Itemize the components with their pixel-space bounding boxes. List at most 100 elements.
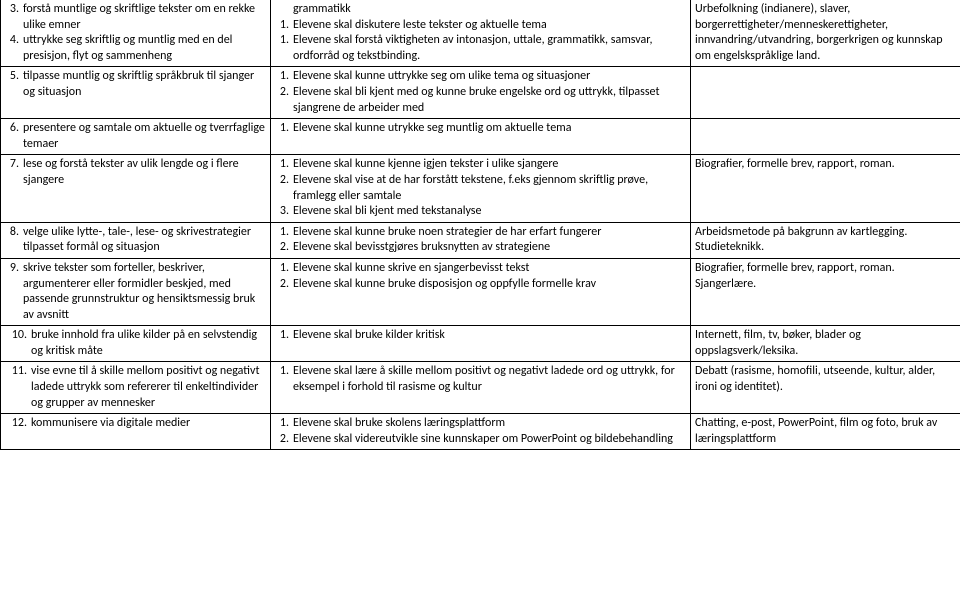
table-row: 10.bruke innhold fra ulike kilder på en … (1, 326, 960, 362)
item-text: Elevene skal bevisstgjøres bruksnytten a… (293, 240, 686, 256)
cell-goal: 9.skrive tekster som forteller, beskrive… (1, 258, 271, 325)
item-text: Elevene skal kunne bruke noen strategier… (293, 225, 686, 241)
item-number: 3. (275, 204, 293, 220)
item-text: Elevene skal diskutere leste tekster og … (293, 18, 686, 34)
list-item: 1.Elevene skal kunne uttrykke seg om uli… (275, 69, 686, 85)
list-item: 1.Elevene skal kunne kjenne igjen tekste… (275, 157, 686, 173)
cell-goal: 5.tilpasse muntlig og skriftlig språkbru… (1, 67, 271, 119)
table-row: 6.presentere og samtale om aktuelle og t… (1, 119, 960, 155)
cell-criteria: 1. Elevene skal bruke kilder kritisk (271, 326, 691, 362)
list-item: 9.skrive tekster som forteller, beskrive… (5, 261, 266, 323)
list-item: 10.bruke innhold fra ulike kilder på en … (5, 328, 266, 359)
cell-topic: Debatt (rasisme, homofili, utseende, kul… (691, 362, 960, 414)
item-number: 2. (275, 277, 293, 293)
item-number: 2. (275, 240, 293, 256)
item-number: 4. (5, 33, 23, 64)
item-text: Elevene skal kunne skrive en sjangerbevi… (293, 261, 686, 277)
item-text: tilpasse muntlig og skriftlig språkbruk … (23, 69, 266, 100)
cell-goal: 12.kommunisere via digitale medier (1, 414, 271, 450)
item-text: vise evne til å skille mellom positivt o… (31, 364, 266, 411)
item-number: 1. (275, 18, 293, 34)
list-item: 1.Elevene skal kunne skrive en sjangerbe… (275, 261, 686, 277)
cell-goal: 7.lese og forstå tekster av ulik lengde … (1, 155, 271, 222)
item-number: 8. (5, 225, 23, 256)
list-item: 2.Elevene skal vise at de har forstått t… (275, 173, 686, 204)
item-text: lese og forstå tekster av ulik lengde og… (23, 157, 266, 188)
item-number: 9. (5, 261, 23, 323)
cell-topic: Biografier, formelle brev, rapport, roma… (691, 258, 960, 325)
cell-goal: 8.velge ulike lytte-, tale-, lese- og sk… (1, 222, 271, 258)
item-text: presentere og samtale om aktuelle og tve… (23, 121, 266, 152)
cell-goal: 11.vise evne til å skille mellom positiv… (1, 362, 271, 414)
item-number: 1. (275, 33, 293, 64)
item-text: Elevene skal forstå viktigheten av inton… (293, 33, 686, 64)
cell-criteria: 1.Elevene skal bruke skolens læringsplat… (271, 414, 691, 450)
item-text: Elevene skal videreutvikle sine kunnskap… (293, 432, 686, 448)
list-item: 3.Elevene skal bli kjent med tekstanalys… (275, 204, 686, 220)
item-text: velge ulike lytte-, tale-, lese- og skri… (23, 225, 266, 256)
list-item: 2.Elevene skal videreutvikle sine kunnsk… (275, 432, 686, 448)
item-text: bruke innhold fra ulike kilder på en sel… (31, 328, 266, 359)
list-item: 1.Elevene skal lære å skille mellom posi… (275, 364, 686, 395)
item-number: 12. (5, 416, 31, 432)
item-number: 6. (5, 121, 23, 152)
cell-criteria: 1.Elevene skal kunne skrive en sjangerbe… (271, 258, 691, 325)
table-row: 7.lese og forstå tekster av ulik lengde … (1, 155, 960, 222)
item-text: Elevene skal lære å skille mellom positi… (293, 364, 686, 395)
item-number: 2. (275, 432, 293, 448)
item-number: 10. (5, 328, 31, 359)
cell-criteria: 1.Elevene skal kunne utrykke seg muntlig… (271, 119, 691, 155)
list-item: 11.vise evne til å skille mellom positiv… (5, 364, 266, 411)
item-number: 1. (275, 261, 293, 277)
item-text: Elevene skal kunne kjenne igjen tekster … (293, 157, 686, 173)
continuation-text: grammatikk (275, 2, 686, 18)
item-number: 2. (275, 173, 293, 204)
list-item: 6.presentere og samtale om aktuelle og t… (5, 121, 266, 152)
list-item: 3.forstå muntlige og skriftlige tekster … (5, 2, 266, 33)
list-item: 1.Elevene skal diskutere leste tekster o… (275, 18, 686, 34)
item-number: 1. (275, 121, 293, 137)
item-number: 1. (275, 364, 293, 395)
item-number: 1. (275, 225, 293, 241)
item-text: Elevene skal bli kjent med tekstanalyse (293, 204, 686, 220)
table-row: 12.kommunisere via digitale medier 1.Elev… (1, 414, 960, 450)
cell-criteria: 1.Elevene skal lære å skille mellom posi… (271, 362, 691, 414)
item-number: 1. (275, 416, 293, 432)
cell-goal: 3.forstå muntlige og skriftlige tekster … (1, 0, 271, 67)
cell-topic: Biografier, formelle brev, rapport, roma… (691, 155, 960, 222)
table-row: 5.tilpasse muntlig og skriftlig språkbru… (1, 67, 960, 119)
list-item: 7.lese og forstå tekster av ulik lengde … (5, 157, 266, 188)
cell-criteria: 1.Elevene skal kunne bruke noen strategi… (271, 222, 691, 258)
item-text: Elevene skal kunne bruke disposisjon og … (293, 277, 686, 293)
list-item: 2.Elevene skal kunne bruke disposisjon o… (275, 277, 686, 293)
table-row: 3.forstå muntlige og skriftlige tekster … (1, 0, 960, 67)
item-text: Elevene skal kunne uttrykke seg om ulike… (293, 69, 686, 85)
list-item: 12.kommunisere via digitale medier (5, 416, 266, 432)
cell-criteria: 1.Elevene skal kunne kjenne igjen tekste… (271, 155, 691, 222)
item-text: kommunisere via digitale medier (31, 416, 266, 432)
item-text: Elevene skal vise at de har forstått tek… (293, 173, 686, 204)
cell-topic: Urbefolkning (indianere), slaver, borger… (691, 0, 960, 67)
list-item: 1.Elevene skal forstå viktigheten av int… (275, 33, 686, 64)
list-item: 4.uttrykke seg skriftlig og muntlig med … (5, 33, 266, 64)
item-number: 7. (5, 157, 23, 188)
item-text: Elevene skal bli kjent med og kunne bruk… (293, 85, 686, 116)
curriculum-table: 3.forstå muntlige og skriftlige tekster … (0, 0, 960, 450)
table-row: 11.vise evne til å skille mellom positiv… (1, 362, 960, 414)
cell-criteria: grammatikk1.Elevene skal diskutere leste… (271, 0, 691, 67)
item-number: 1. (275, 69, 293, 85)
item-number: 3. (5, 2, 23, 33)
item-text: Elevene skal bruke skolens læringsplattf… (293, 416, 686, 432)
cell-topic (691, 67, 960, 119)
table-row: 9.skrive tekster som forteller, beskrive… (1, 258, 960, 325)
cell-criteria: 1.Elevene skal kunne uttrykke seg om uli… (271, 67, 691, 119)
list-item: 1. Elevene skal bruke kilder kritisk (275, 328, 686, 344)
item-number: 1. (275, 157, 293, 173)
cell-topic: Chatting, e-post, PowerPoint, film og fo… (691, 414, 960, 450)
list-item: 5.tilpasse muntlig og skriftlig språkbru… (5, 69, 266, 100)
cell-goal: 6.presentere og samtale om aktuelle og t… (1, 119, 271, 155)
item-number: 11. (5, 364, 31, 411)
item-number: 5. (5, 69, 23, 100)
list-item: 1.Elevene skal kunne bruke noen strategi… (275, 225, 686, 241)
table-row: 8.velge ulike lytte-, tale-, lese- og sk… (1, 222, 960, 258)
